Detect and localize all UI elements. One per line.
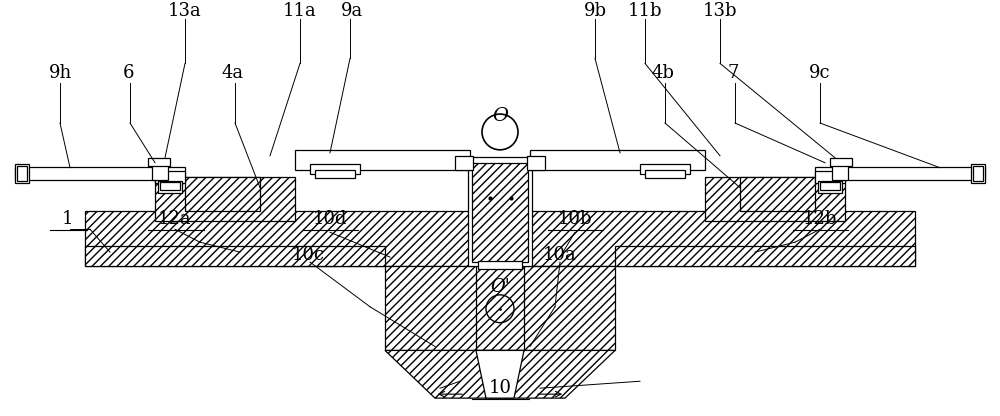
Bar: [645, 170, 685, 178]
Bar: [468, 157, 532, 266]
Text: 12b: 12b: [803, 210, 837, 228]
Text: 6: 6: [122, 64, 134, 82]
Text: 9h: 9h: [48, 64, 72, 82]
Polygon shape: [740, 177, 815, 211]
Bar: [158, 181, 182, 193]
Bar: [832, 160, 848, 180]
Polygon shape: [185, 177, 260, 211]
Bar: [472, 163, 528, 262]
Polygon shape: [155, 177, 295, 221]
Bar: [530, 150, 705, 170]
Bar: [478, 261, 522, 269]
Bar: [148, 158, 170, 166]
Text: 12a: 12a: [158, 210, 192, 228]
Polygon shape: [85, 211, 915, 266]
Bar: [455, 156, 473, 170]
Text: 10: 10: [488, 379, 512, 397]
Bar: [152, 160, 168, 180]
Text: 10a: 10a: [543, 246, 577, 264]
Bar: [818, 181, 842, 193]
Bar: [310, 164, 360, 173]
Text: 9b: 9b: [584, 2, 606, 20]
Bar: [295, 150, 470, 170]
Bar: [815, 171, 845, 183]
Bar: [830, 158, 852, 166]
Text: 9c: 9c: [809, 64, 831, 82]
Polygon shape: [476, 350, 524, 398]
Text: 4a: 4a: [222, 64, 244, 82]
Bar: [385, 266, 615, 350]
Bar: [15, 164, 29, 183]
Text: 4b: 4b: [652, 64, 674, 82]
Text: 10b: 10b: [558, 210, 592, 228]
Bar: [640, 164, 690, 173]
Bar: [85, 246, 385, 266]
Bar: [160, 182, 180, 190]
Bar: [971, 164, 985, 183]
Bar: [155, 171, 185, 183]
Bar: [527, 156, 545, 170]
Text: 1: 1: [62, 210, 74, 228]
Polygon shape: [705, 177, 845, 221]
Text: 9a: 9a: [341, 2, 363, 20]
Bar: [815, 167, 985, 180]
Text: 11a: 11a: [283, 2, 317, 20]
Bar: [615, 246, 915, 266]
Text: 10d: 10d: [313, 210, 347, 228]
Text: O: O: [492, 107, 508, 125]
Text: 10c: 10c: [291, 246, 325, 264]
Bar: [820, 182, 840, 190]
Bar: [315, 170, 355, 178]
Bar: [15, 167, 185, 180]
Text: 13b: 13b: [703, 2, 737, 20]
Text: 7: 7: [727, 64, 739, 82]
Text: O': O': [490, 278, 510, 296]
Bar: [17, 166, 27, 181]
Bar: [973, 166, 983, 181]
Text: 13a: 13a: [168, 2, 202, 20]
Polygon shape: [385, 350, 615, 398]
Text: 11b: 11b: [628, 2, 662, 20]
